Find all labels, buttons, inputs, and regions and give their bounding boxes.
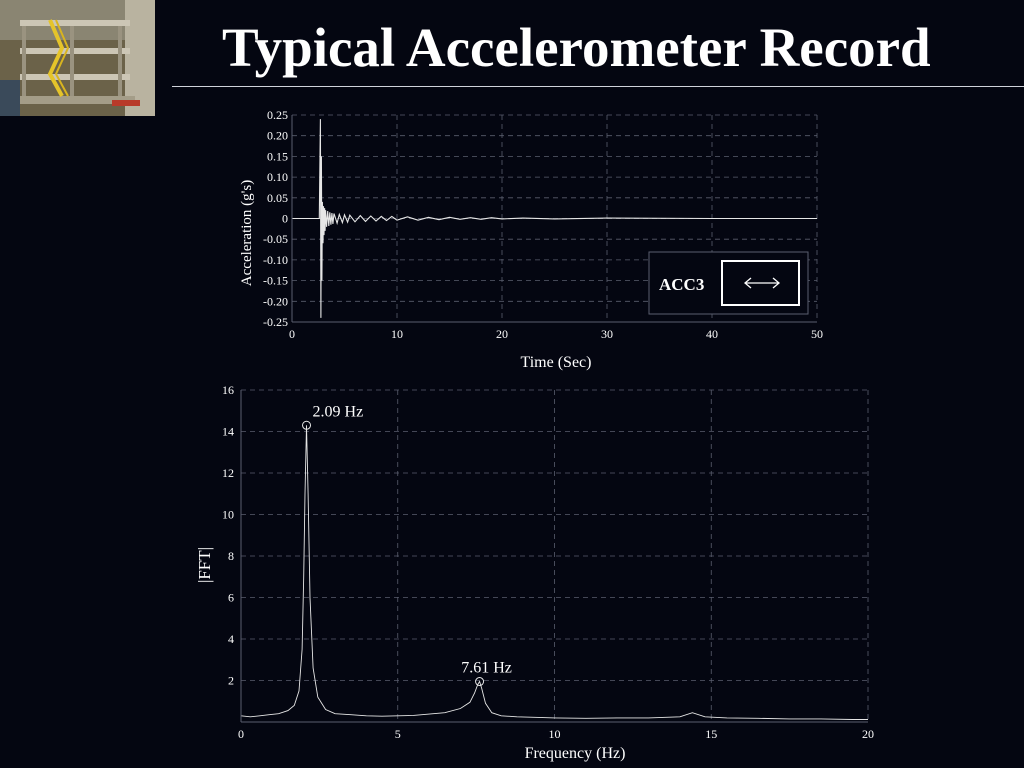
acceleration-tick-labels: 0 10 20 30 40 50 0.25 0.20 0.15 0.10 0.05 0 -0.05 -0.… (263, 108, 823, 341)
y-tick-label: 0.25 (267, 108, 288, 122)
x-tick-label: 15 (705, 727, 717, 741)
y-tick-label: -0.25 (263, 315, 288, 329)
x-tick-label: 10 (391, 327, 403, 341)
x-tick-label: 10 (549, 727, 561, 741)
fft-peak-annotations: 2.09 Hz 7.61 Hz (302, 403, 512, 687)
fft-y-axis-label: |FFT| (195, 547, 214, 583)
y-tick-label: -0.05 (263, 232, 288, 246)
y-tick-label: 0.15 (267, 149, 288, 163)
acc3-annotation-box: ACC3 (648, 251, 809, 315)
peak-label: 2.09 Hz (313, 403, 364, 420)
acceleration-x-axis-label: Time (Sec) (521, 354, 592, 371)
x-tick-label: 40 (706, 327, 718, 341)
y-tick-label: 16 (222, 383, 234, 397)
x-tick-label: 30 (601, 327, 613, 341)
peak-label: 7.61 Hz (461, 660, 512, 677)
acceleration-y-axis-label: Acceleration (g's) (239, 180, 255, 286)
fft-tick-labels: 0 5 10 15 20 2 4 6 8 10 12 14 16 (222, 383, 874, 741)
y-tick-label: 0.10 (267, 170, 288, 184)
y-tick-label: 12 (222, 466, 234, 480)
y-tick-label: 0.20 (267, 129, 288, 143)
y-tick-label: -0.15 (263, 274, 288, 288)
fft-axes (240, 390, 868, 723)
fft-trace-group (240, 425, 868, 720)
y-tick-label: 0 (282, 212, 288, 226)
x-tick-label: 50 (811, 327, 823, 341)
series-line (292, 119, 817, 318)
series-line (240, 425, 868, 720)
y-tick-label: 14 (222, 425, 234, 439)
x-tick-label: 0 (289, 327, 295, 341)
x-tick-label: 0 (238, 727, 244, 741)
peak-marker (302, 420, 312, 430)
y-tick-label: 6 (228, 591, 234, 605)
title-divider (172, 86, 1024, 87)
x-tick-label: 20 (862, 727, 874, 741)
building-test-structure-photo (0, 0, 155, 116)
horizontal-double-arrow-icon (743, 277, 781, 289)
slide-title: Typical Accelerometer Record (222, 17, 931, 78)
y-tick-label: -0.10 (263, 253, 288, 267)
y-tick-label: 8 (228, 549, 234, 563)
fft-x-axis-label: Frequency (Hz) (525, 745, 626, 762)
y-tick-label: 4 (228, 632, 234, 646)
acceleration-axes (291, 115, 817, 323)
y-tick-label: 2 (228, 674, 234, 688)
y-tick-label: 10 (222, 508, 234, 522)
acc3-label: ACC3 (659, 275, 704, 294)
acceleration-trace-group (292, 119, 817, 318)
peak-marker (475, 677, 485, 687)
x-tick-label: 20 (496, 327, 508, 341)
x-tick-label: 5 (395, 727, 401, 741)
y-tick-label: -0.20 (263, 294, 288, 308)
y-tick-label: 0.05 (267, 191, 288, 205)
fft-grid (241, 389, 869, 722)
